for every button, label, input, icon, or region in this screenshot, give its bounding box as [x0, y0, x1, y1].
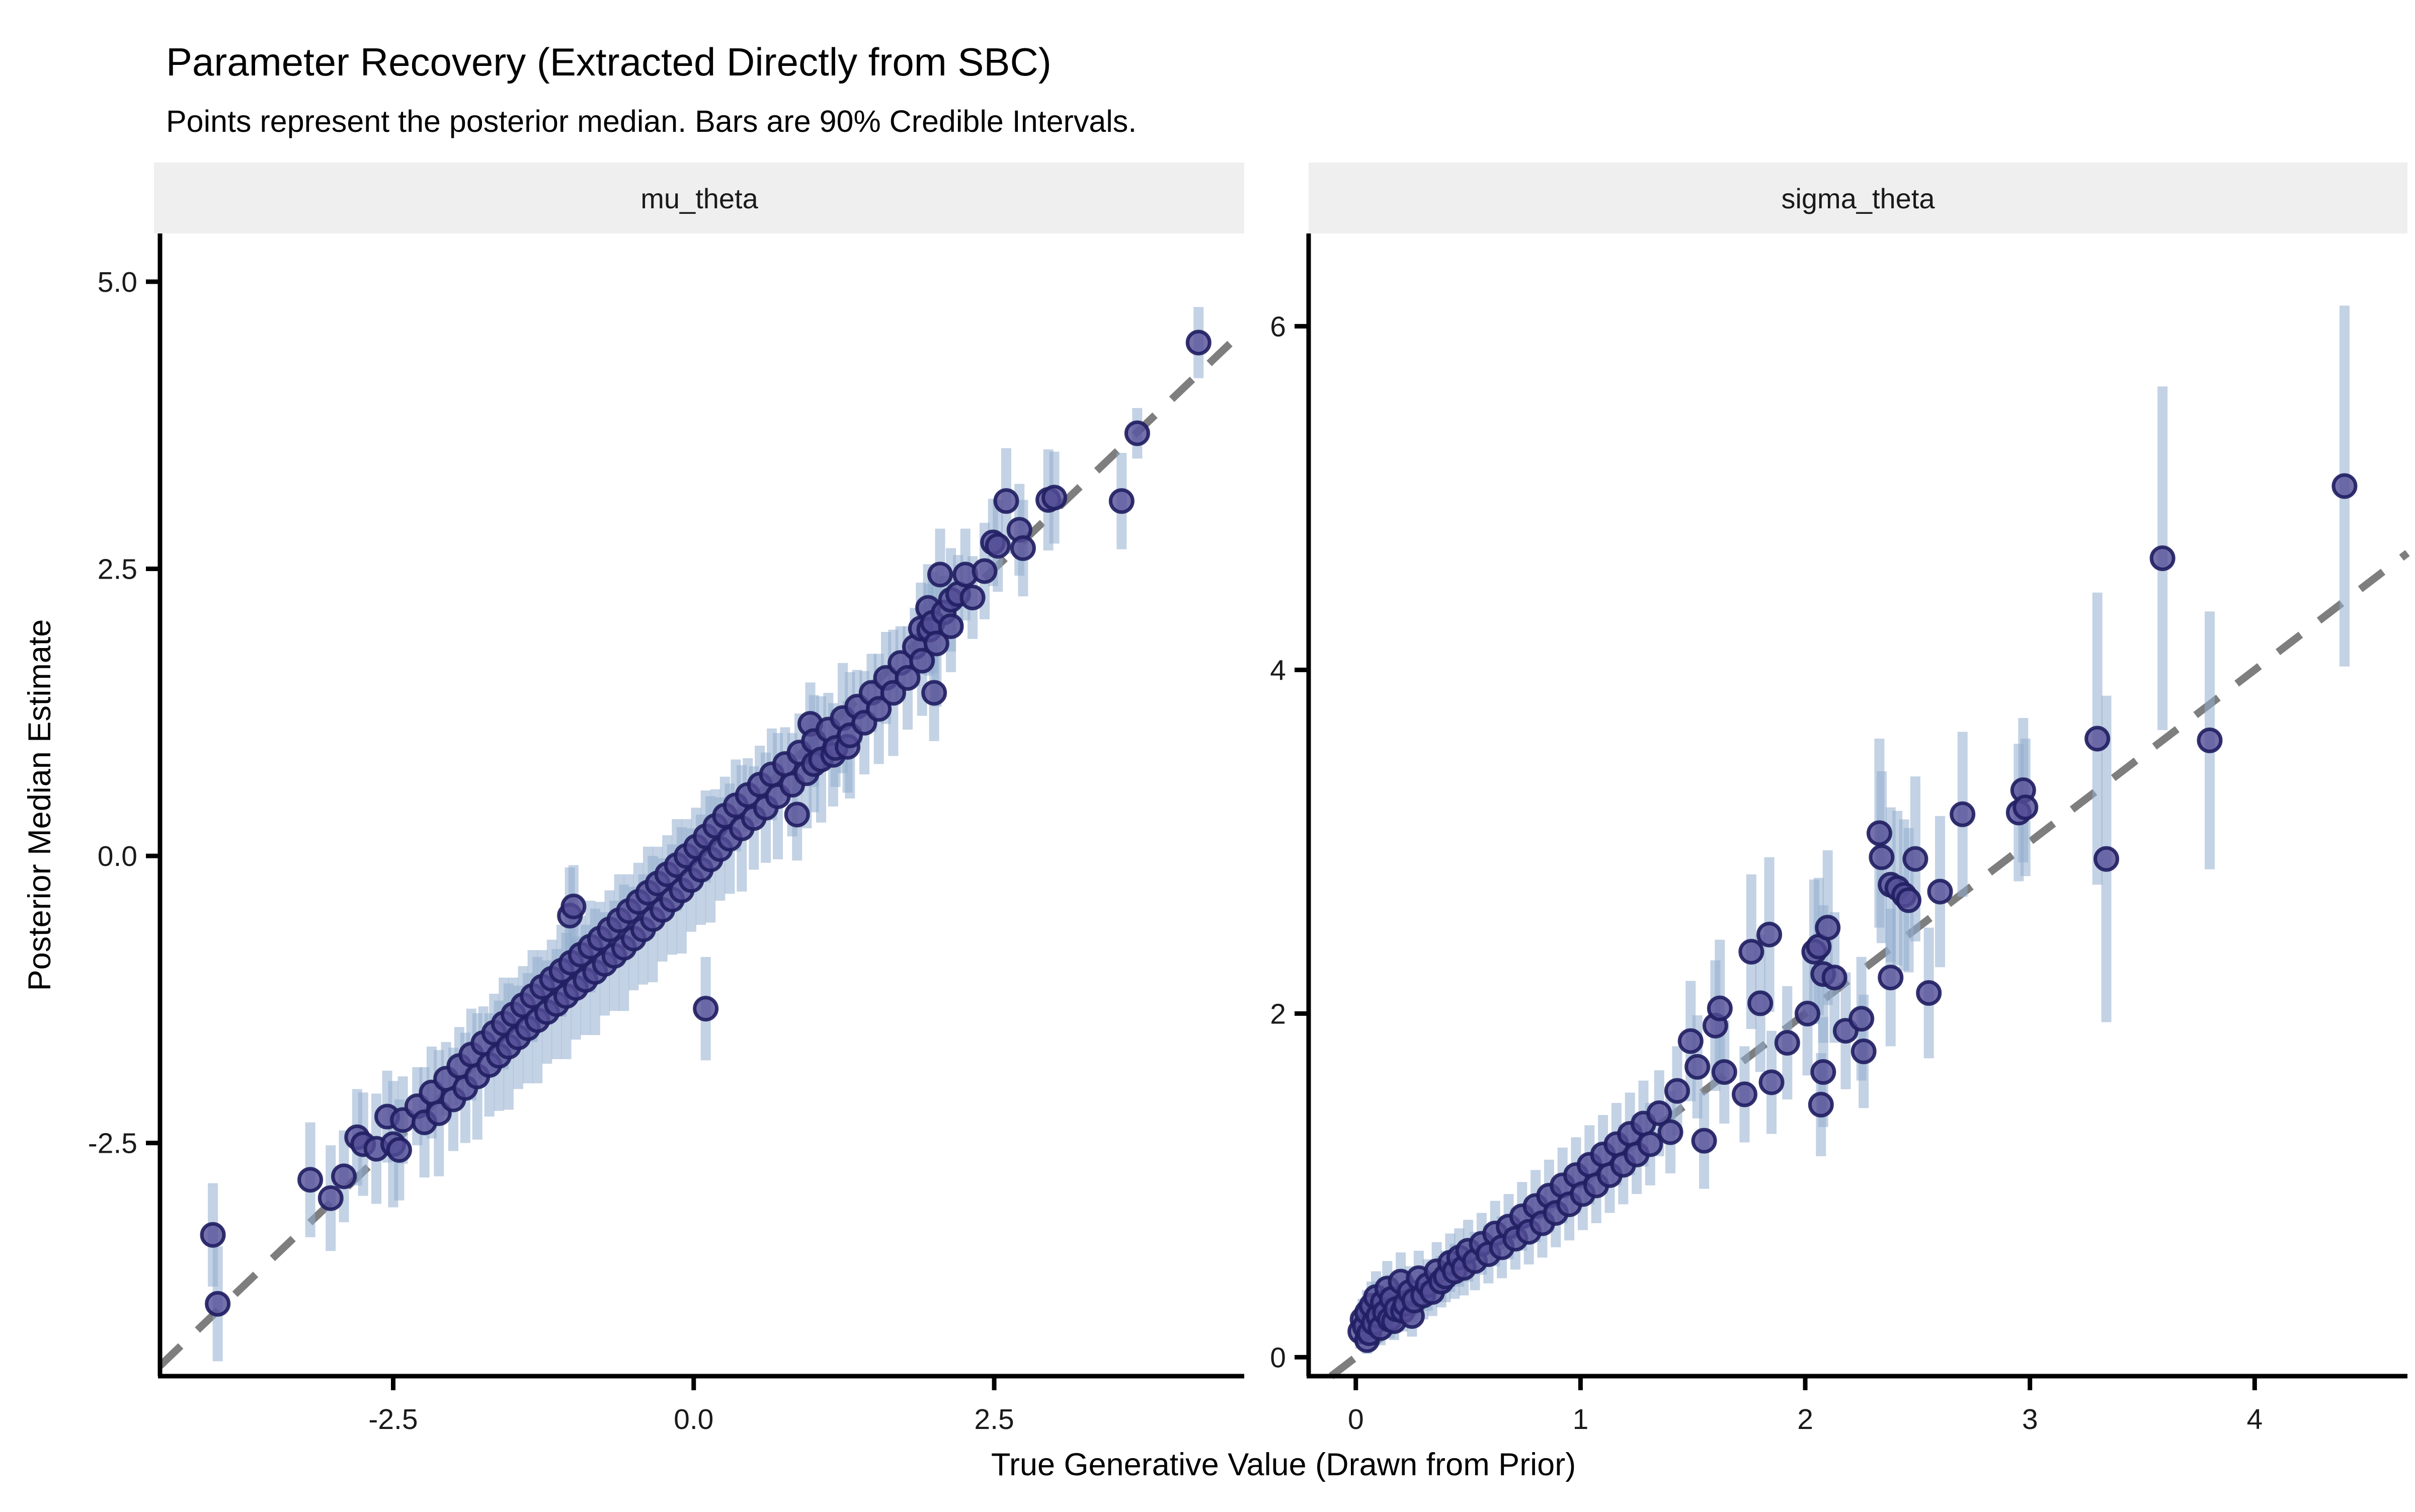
x-tick-label: 3 [2022, 1403, 2038, 1436]
data-point [2331, 473, 2358, 499]
posterior-median-points [200, 330, 1212, 1317]
data-point [1810, 1059, 1836, 1085]
data-point [386, 1137, 412, 1163]
x-tick-label: 2.5 [974, 1403, 1014, 1436]
chart-title: Parameter Recovery (Extracted Directly f… [166, 40, 1052, 84]
data-point [331, 1163, 357, 1189]
data-point [909, 648, 935, 674]
data-point [1758, 1069, 1785, 1095]
y-tick-label: 5.0 [98, 266, 137, 298]
data-point [993, 488, 1019, 514]
posterior-median-points [1347, 473, 2358, 1353]
data-point [923, 630, 949, 657]
data-point [1774, 1029, 1800, 1056]
data-point [895, 665, 921, 691]
data-point [1041, 485, 1068, 511]
y-axis-title: Posterior Median Estimate [22, 619, 57, 991]
y-tick-label: 2.5 [98, 553, 137, 585]
data-point [985, 533, 1011, 559]
x-tick-label: 1 [1573, 1403, 1589, 1436]
data-point [1895, 887, 1921, 913]
data-point [1916, 980, 1942, 1006]
data-point [1808, 1091, 1834, 1118]
x-tick-label: 4 [2246, 1403, 2263, 1436]
data-point [1747, 990, 1774, 1016]
x-tick-label: -2.5 [368, 1403, 418, 1436]
data-point [1878, 965, 1904, 991]
data-point [1869, 844, 1895, 870]
data-point [1707, 995, 1733, 1021]
data-point [921, 680, 947, 706]
data-point [784, 802, 810, 828]
y-tick-label: 6 [1270, 310, 1286, 343]
y-tick-label: -2.5 [88, 1128, 137, 1160]
data-point [1950, 801, 1976, 827]
data-point [297, 1167, 324, 1193]
x-tick-label: 0.0 [674, 1403, 713, 1436]
data-point [2013, 794, 2039, 821]
data-point [1866, 820, 1892, 846]
data-point [1677, 1028, 1704, 1054]
facet-strip-bg [1309, 163, 2407, 233]
y-tick-label: 0 [1270, 1341, 1286, 1374]
facet-strip-bg [154, 163, 1244, 233]
x-axis-title: True Generative Value (Drawn from Prior) [991, 1447, 1576, 1482]
data-point [866, 696, 892, 722]
x-tick-label: 2 [1797, 1403, 1813, 1436]
chart-subtitle: Points represent the posterior median. B… [166, 104, 1137, 138]
data-point [1927, 879, 1953, 905]
data-point [205, 1291, 231, 1317]
data-point [693, 996, 719, 1022]
data-point [1657, 1119, 1683, 1145]
data-point [1010, 535, 1036, 561]
data-point [1821, 965, 1847, 991]
data-point [1738, 938, 1764, 965]
y-tick-label: 4 [1270, 654, 1286, 686]
data-point [972, 558, 998, 584]
panel-sigma-theta: 0 1 2 3 4 0 2 4 6 [1270, 233, 2410, 1436]
x-tick-label: 0 [1348, 1403, 1364, 1436]
facet-strip-label: sigma_theta [1781, 183, 1935, 214]
data-point [1637, 1131, 1663, 1157]
data-point [2197, 727, 2223, 753]
facet-strip-label: mu_theta [640, 183, 758, 214]
data-point [560, 893, 587, 919]
data-point [2094, 846, 2120, 872]
data-point [959, 585, 986, 611]
data-point [1124, 420, 1150, 446]
data-point [2149, 545, 2176, 571]
facet-strip-mu-theta: mu_theta [154, 163, 1244, 233]
data-point [1646, 1100, 1672, 1126]
data-point [1185, 330, 1212, 356]
data-point [200, 1222, 226, 1248]
y-tick-label: 0.0 [98, 840, 137, 872]
data-point [1848, 1006, 1875, 1032]
data-point [1664, 1078, 1690, 1104]
data-point [1684, 1054, 1711, 1080]
y-tick-label: 2 [1270, 998, 1286, 1030]
data-point [2084, 726, 2111, 752]
data-point [1795, 1000, 1821, 1026]
data-point [1756, 921, 1783, 947]
facet-strip-sigma-theta: sigma_theta [1309, 163, 2407, 233]
data-point [1691, 1128, 1717, 1154]
data-point [927, 562, 953, 588]
data-point [1902, 846, 1928, 872]
data-point [880, 680, 906, 706]
panel-mu-theta: -2.5 0.0 2.5 5.0 2.5 0.0 -2.5 [88, 233, 1247, 1436]
data-point [1108, 488, 1135, 514]
data-point [317, 1185, 344, 1211]
data-point [1711, 1059, 1737, 1085]
data-point [1731, 1081, 1757, 1107]
data-point [1850, 1039, 1877, 1065]
data-point [938, 613, 964, 640]
data-point [1815, 915, 1841, 941]
